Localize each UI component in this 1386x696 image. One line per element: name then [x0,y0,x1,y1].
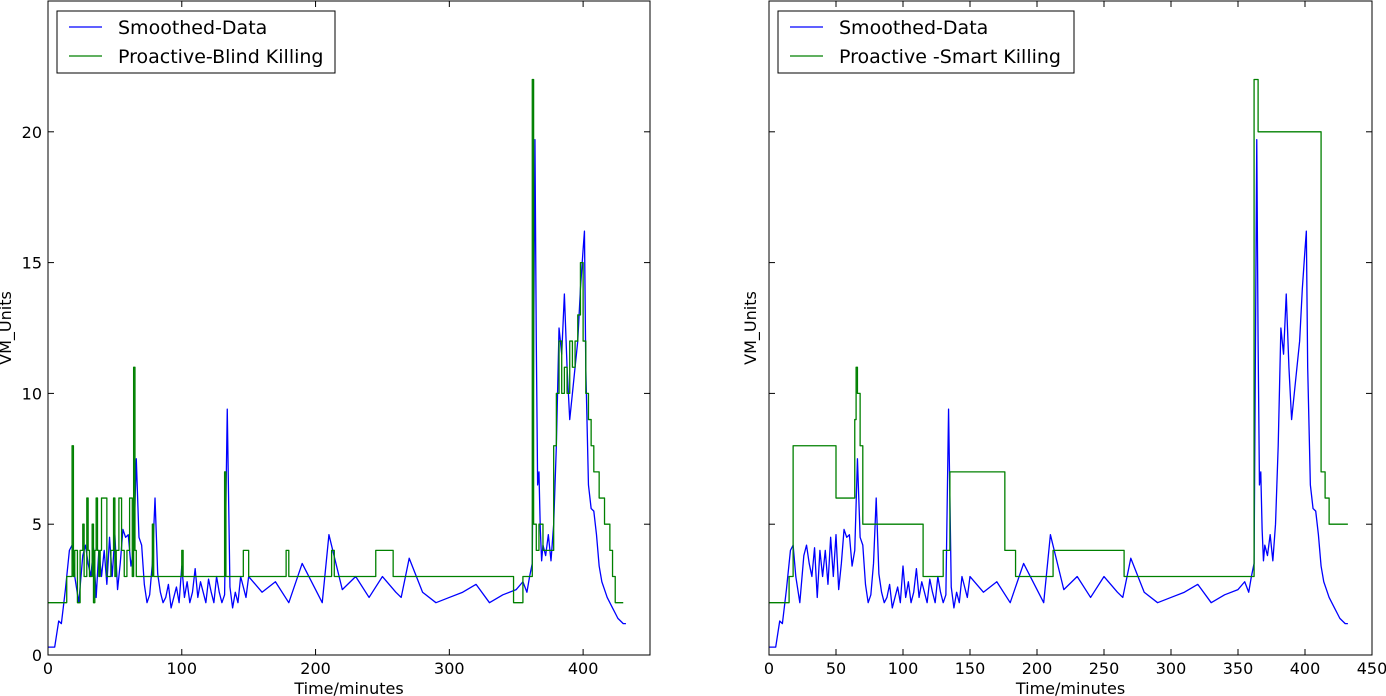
chart-panel-2: 0 50 100 150 200 250 300 350 400 450 Time/minutes V… [741,0,1386,696]
x-tick-label: 200 [300,659,331,678]
series-line-1 [769,139,1348,648]
legend: Smoothed-Data Proactive-Blind Killing [56,10,336,74]
x-tick-label: 350 [1223,659,1254,678]
axes-frame [768,0,1373,656]
chart-panel-1: 0 100 200 300 400 0 5 10 15 20 Time/minutes VM_Unit… [0,0,651,696]
x-tick-label: 300 [434,659,465,678]
x-tick-label: 400 [568,659,599,678]
x-tick-label: 450 [1357,659,1386,678]
y-tick-label: 10 [22,384,42,403]
x-axis-label: Time/minutes [1015,679,1125,696]
legend: Smoothed-Data Proactive -Smart Killing [777,10,1075,74]
x-tick-label: 150 [955,659,986,678]
legend-label-2: Proactive -Smart Killing [839,46,1061,68]
y-tick-label: 15 [22,254,42,273]
x-tick-label: 100 [167,659,198,678]
series-line-2 [48,78,624,604]
x-tick-label: 100 [888,659,919,678]
y-tick-label: 20 [22,123,42,142]
legend-label-2: Proactive-Blind Killing [118,46,323,68]
x-axis-label: Time/minutes [293,679,403,696]
y-axis-label: VM_Units [741,291,761,365]
x-tick-label: 0 [43,659,53,678]
x-tick-label: 0 [764,659,774,678]
x-tick-label: 50 [826,659,846,678]
axes-frame [47,0,651,656]
y-tick-label: 0 [32,646,42,665]
legend-label-1: Smoothed-Data [839,17,988,39]
legend-box [56,10,336,74]
x-tick-label: 400 [1290,659,1321,678]
legend-box [777,10,1075,74]
series-line-2 [769,78,1348,604]
x-tick-label: 250 [1089,659,1120,678]
x-tick-label: 300 [1156,659,1187,678]
legend-label-1: Smoothed-Data [118,17,267,39]
y-tick-label: 5 [32,515,42,534]
x-tick-label: 200 [1022,659,1053,678]
y-axis-label: VM_Units [0,291,16,365]
